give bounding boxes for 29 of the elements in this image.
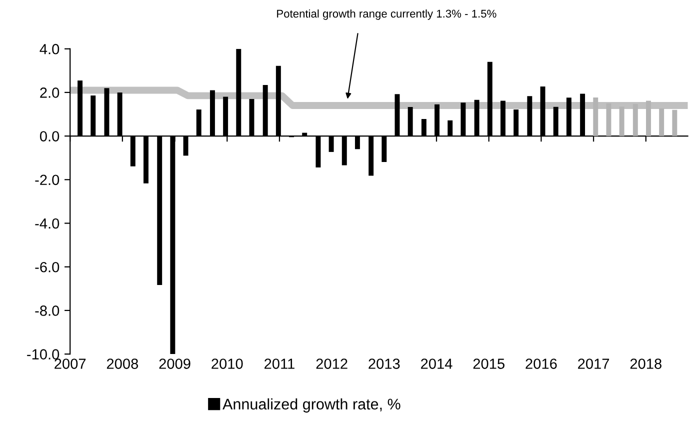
x-tick-label: 2018	[630, 358, 662, 369]
bar	[619, 106, 624, 136]
annotation: Potential growth range currently 1.3% - 1.5%	[277, 9, 496, 20]
bar	[632, 104, 638, 136]
x-tick-label: 2007	[54, 358, 86, 369]
x-tick-label: 2011	[264, 358, 294, 369]
bar	[646, 100, 651, 136]
bar	[593, 97, 598, 136]
x-tick-label: 2017	[578, 358, 610, 369]
y-tick-label: -6.0	[35, 262, 60, 272]
y-tick-label: 2.0	[40, 88, 60, 98]
legend-label: Annualized growth rate, %	[222, 398, 400, 413]
y-tick-label: -8.0	[35, 306, 60, 316]
x-tick-label: 2012	[316, 358, 348, 369]
y-tick-label: 0.0	[40, 131, 60, 142]
x-tick-label: 2010	[212, 358, 243, 369]
y-tick-label: -4.0	[35, 218, 60, 229]
y-tick-label: -10.0	[27, 349, 60, 360]
y-tick-label: 4.0	[40, 44, 60, 54]
x-tick-label: 2009	[159, 358, 190, 369]
x-tick-label: 2014	[421, 358, 452, 369]
bar	[672, 110, 678, 136]
bar	[606, 103, 612, 136]
bar	[659, 108, 664, 136]
y-tick-label: -2.0	[35, 174, 60, 186]
x-tick-label: 2015	[473, 358, 504, 369]
x-tick-label: 2016	[526, 358, 557, 369]
x-tick-label: 2008	[106, 358, 138, 369]
x-tick-label: 2013	[368, 358, 400, 369]
